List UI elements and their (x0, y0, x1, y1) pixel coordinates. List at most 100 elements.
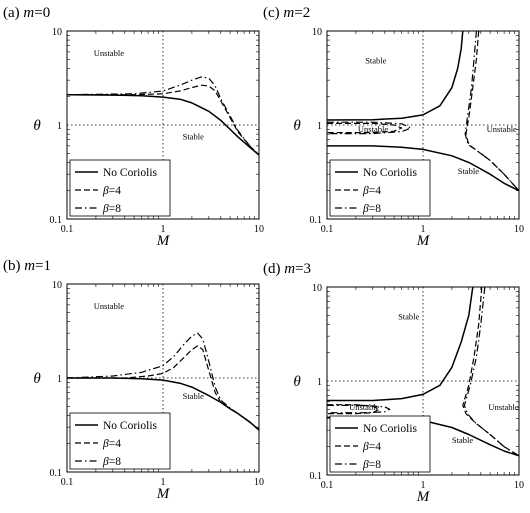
legend-label: β=4 (362, 441, 381, 453)
series-line-dashdot (66, 332, 260, 431)
panel-title-variable: m (23, 5, 34, 21)
region-label: Unstable (94, 48, 124, 58)
y-tick-label: 0.1 (50, 215, 63, 226)
series-line-solid (326, 30, 464, 121)
x-axis-label: M (416, 489, 431, 505)
legend-label-symbol: β (362, 459, 369, 471)
x-tick-label: 1 (421, 480, 426, 491)
series-line-solid (327, 286, 474, 402)
panel-title-value: =3 (295, 261, 311, 277)
x-tick-label: 1 (421, 224, 426, 235)
region-label: Stable (452, 435, 473, 445)
y-axis-label: θ (293, 118, 301, 134)
legend-label-value: =8 (109, 456, 121, 468)
panel-title-variable: m (284, 261, 295, 277)
x-tick-label: 0.1 (321, 224, 334, 235)
y-tick-label: 1 (57, 374, 62, 385)
series-line-dashed (327, 404, 380, 415)
legend-label: No Coriolis (103, 420, 158, 432)
x-tick-label: 10 (514, 224, 524, 235)
panel-4: Stable Unstable Unstable Stable No Coriolis β… (263, 261, 524, 505)
panel-title-value: =2 (294, 5, 310, 21)
legend-label-symbol: β (102, 185, 109, 197)
y-tick-label: 10 (52, 27, 62, 38)
region-label: Unstable (349, 402, 379, 412)
x-tick-label: 1 (161, 224, 166, 235)
x-tick-label: 10 (254, 477, 264, 488)
panel-title: (b) m=1 (3, 258, 51, 274)
x-tick-label: 1 (161, 477, 166, 488)
panel-label: (b) (3, 258, 24, 274)
legend-label-symbol: β (362, 441, 369, 453)
region-label: Stable (183, 391, 204, 401)
legend-label-value: =4 (109, 185, 121, 197)
y-tick-label: 10 (312, 27, 322, 38)
legend-box (329, 415, 431, 473)
region-label: Stable (365, 56, 386, 66)
series-line-solid (327, 145, 520, 192)
legend-label: β=8 (102, 456, 121, 468)
x-axis-label: M (416, 233, 431, 249)
y-tick-label: 10 (312, 283, 322, 294)
legend-label: No Coriolis (363, 167, 418, 179)
panel-title: (d) m=3 (263, 261, 311, 277)
legend-label-symbol: β (102, 438, 109, 450)
series-line-dashed (465, 30, 520, 192)
y-axis-label: θ (33, 118, 41, 134)
panel-title-value: =0 (34, 5, 50, 21)
panel-3: Stable Unstable Unstable Stable No Coriolis β… (263, 5, 524, 249)
panel-label: (c) (263, 5, 283, 21)
legend-label-value: =4 (369, 185, 381, 197)
region-label: Stable (458, 166, 479, 176)
legend-label-value: =8 (369, 203, 381, 215)
region-label: Unstable (487, 124, 517, 134)
y-tick-label: 1 (317, 377, 322, 388)
legend-box (69, 412, 171, 470)
y-tick-label: 1 (317, 121, 322, 132)
legend-label: β=4 (102, 438, 121, 450)
panel-title: (a) m=0 (3, 5, 50, 21)
series-line-dashed (327, 122, 403, 134)
legend-label: β=4 (102, 185, 121, 197)
region-label: Stable (183, 132, 204, 142)
plot-frame (326, 30, 520, 220)
series-line-dashdot (327, 121, 412, 135)
series-line-solid (66, 93, 260, 156)
series-line-dashdot (66, 76, 260, 156)
legend-label-value: =8 (109, 203, 121, 215)
plot-frame (66, 283, 260, 473)
legend-box (69, 159, 171, 217)
x-tick-label: 0.1 (321, 480, 334, 491)
x-tick-label: 0.1 (61, 224, 74, 235)
y-axis-label: θ (33, 371, 41, 387)
panel-title: (c) m=2 (263, 5, 310, 21)
x-tick-label: 10 (254, 224, 264, 235)
series-line-dashdot (463, 286, 520, 457)
region-label: Unstable (488, 402, 518, 412)
legend-label-symbol: β (102, 456, 109, 468)
legend-label: β=8 (102, 203, 121, 215)
legend-label-value: =4 (109, 438, 121, 450)
y-tick-label: 0.1 (50, 468, 63, 479)
legend-label: β=8 (362, 459, 381, 471)
legend-label-value: =4 (369, 441, 381, 453)
region-label: Unstable (358, 124, 388, 134)
x-axis-label: M (156, 233, 171, 249)
panel-title-variable: m (283, 5, 294, 21)
legend-label: β=8 (362, 203, 381, 215)
panel-title-variable: m (24, 258, 35, 274)
x-axis-label: M (156, 486, 171, 502)
x-tick-label: 10 (514, 480, 524, 491)
legend-label: No Coriolis (103, 167, 158, 179)
series-line-dashdot (464, 30, 520, 192)
panel-label: (a) (3, 5, 23, 21)
plot-frame (326, 286, 520, 476)
panel-title-value: =1 (35, 258, 51, 274)
y-axis-label: θ (293, 374, 301, 390)
series-line-dashed (462, 286, 520, 457)
y-tick-label: 1 (57, 121, 62, 132)
y-tick-label: 0.1 (310, 471, 323, 482)
legend-label-symbol: β (102, 203, 109, 215)
